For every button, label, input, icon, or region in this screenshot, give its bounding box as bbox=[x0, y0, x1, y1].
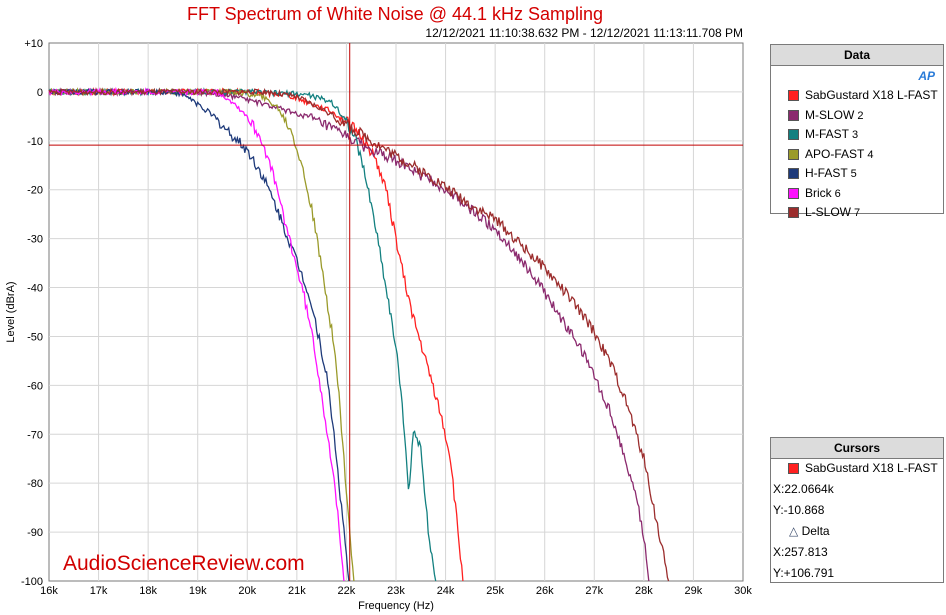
legend-label: APO-FAST bbox=[805, 146, 865, 161]
legend-label: Brick bbox=[805, 185, 832, 200]
legend-swatch bbox=[788, 148, 799, 160]
x-tick-label: 24k bbox=[437, 585, 455, 597]
x-tick-label: 16k bbox=[40, 585, 58, 597]
x-tick-label: 25k bbox=[486, 585, 504, 597]
delta-x-readout: X:257.813 bbox=[773, 544, 828, 559]
legend-number: 6 bbox=[834, 187, 841, 200]
chart-title: FFT Spectrum of White Noise @ 44.1 kHz S… bbox=[187, 4, 603, 24]
legend-number: 3 bbox=[852, 129, 859, 141]
cursor-layer[interactable] bbox=[49, 43, 743, 581]
series-layer bbox=[48, 86, 670, 582]
y-tick-label: -10 bbox=[27, 136, 43, 148]
y-tick-label: -50 bbox=[27, 331, 43, 343]
cursor-y-readout: Y:-10.868 bbox=[773, 502, 825, 517]
x-tick-label: 19k bbox=[189, 585, 207, 597]
ap-logo-icon: AP bbox=[918, 69, 935, 83]
x-tick-label: 20k bbox=[238, 585, 256, 597]
y-tick-label: -40 bbox=[27, 283, 43, 295]
legend-header: Data bbox=[771, 45, 943, 66]
cursors-panel: Cursors SabGustard X18 L-FAST X:22.0664k… bbox=[770, 437, 944, 583]
x-tick-label: 26k bbox=[536, 585, 554, 597]
legend-items: SabGustard X18 L-FAST M-SLOW 2 M-FAST 3 APO-F… bbox=[771, 66, 943, 223]
legend-item[interactable]: L-SLOW 7 bbox=[771, 203, 943, 223]
legend-swatch bbox=[788, 109, 799, 121]
series-line-7 bbox=[48, 87, 670, 582]
y-tick-label: 0 bbox=[37, 87, 43, 99]
legend-item[interactable]: M-FAST 3 bbox=[771, 125, 943, 145]
legend-swatch bbox=[788, 168, 799, 179]
x-axis-label: Frequency (Hz) bbox=[358, 600, 434, 612]
legend-label: M-FAST bbox=[805, 127, 849, 141]
cursor-delta-row: △ Delta bbox=[771, 521, 943, 542]
legend-swatch bbox=[788, 207, 799, 218]
y-tick-label: -80 bbox=[27, 478, 43, 490]
y-tick-label: -30 bbox=[27, 234, 43, 246]
cursor-series-row[interactable]: SabGustard X18 L-FAST bbox=[771, 459, 943, 479]
x-tick-label: 29k bbox=[685, 585, 703, 597]
x-ticks: 16k 17k 18k 19k 20k 21k 22k 23k 24k 25k 26k 27k 28k 2… bbox=[40, 585, 752, 597]
x-tick-label: 21k bbox=[288, 585, 306, 597]
delta-y-readout: Y:+106.791 bbox=[773, 565, 835, 580]
cursor-series-swatch bbox=[788, 463, 799, 474]
legend-swatch bbox=[788, 90, 799, 101]
legend-number: 7 bbox=[854, 207, 861, 219]
legend-number: 2 bbox=[857, 109, 864, 122]
legend-label: L-SLOW bbox=[805, 205, 852, 219]
delta-icon: △ bbox=[789, 523, 799, 538]
y-tick-label: -70 bbox=[27, 429, 43, 441]
legend-item[interactable]: APO-FAST 4 bbox=[771, 145, 943, 165]
legend-label: H-FAST bbox=[805, 166, 848, 180]
legend-number: 5 bbox=[850, 168, 857, 180]
x-tick-label: 23k bbox=[387, 585, 405, 597]
x-tick-label: 18k bbox=[139, 585, 157, 597]
watermark: AudioScienceReview.com bbox=[63, 552, 305, 575]
y-tick-label: -90 bbox=[27, 527, 43, 539]
x-tick-label: 27k bbox=[585, 585, 603, 597]
legend-item[interactable]: M-SLOW 2 bbox=[771, 106, 943, 126]
cursor-x-readout: X:22.0664k bbox=[773, 481, 834, 496]
legend-label: SabGustard X18 L-FAST bbox=[805, 88, 938, 102]
cursors-header: Cursors bbox=[771, 438, 943, 459]
x-tick-label: 22k bbox=[338, 585, 356, 597]
x-tick-label: 17k bbox=[90, 585, 108, 597]
legend-swatch bbox=[788, 187, 799, 199]
y-tick-label: -100 bbox=[21, 576, 43, 588]
legend-item[interactable]: SabGustard X18 L-FAST bbox=[771, 86, 943, 106]
x-tick-label: 28k bbox=[635, 585, 653, 597]
cursor-series-label: SabGustard X18 L-FAST bbox=[805, 461, 938, 475]
y-axis-label: Level (dBrA) bbox=[5, 281, 17, 342]
y-tick-label: +10 bbox=[24, 38, 43, 50]
delta-label: Delta bbox=[801, 523, 830, 538]
legend-item[interactable]: H-FAST 5 bbox=[771, 164, 943, 184]
legend-item[interactable]: Brick 6 bbox=[771, 184, 943, 204]
chart-subtitle: 12/12/2021 11:10:38.632 PM - 12/12/2021 … bbox=[425, 26, 743, 40]
y-tick-label: -60 bbox=[27, 380, 43, 392]
legend-number: 4 bbox=[867, 148, 874, 161]
y-tick-label: -20 bbox=[27, 185, 43, 197]
legend-swatch bbox=[788, 129, 799, 140]
x-tick-label: 30k bbox=[734, 585, 752, 597]
legend-panel: Data AP SabGustard X18 L-FAST M-SLOW 2 M-FA… bbox=[770, 44, 944, 219]
legend-label: M-SLOW bbox=[805, 107, 855, 122]
y-ticks: +10 0 -10 -20 -30 -40 -50 -60 -70 -80 -90 -100 bbox=[21, 38, 43, 588]
